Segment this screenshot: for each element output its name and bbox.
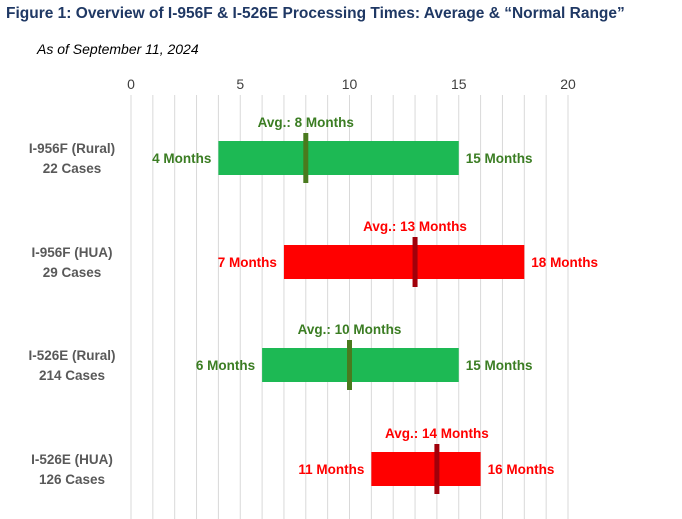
min-value-label: 7 Months xyxy=(218,255,277,270)
average-label: Avg.: 10 Months xyxy=(298,322,402,337)
min-value-label: 11 Months xyxy=(298,462,364,477)
average-marker xyxy=(412,237,418,287)
x-tick-label: 20 xyxy=(560,76,576,92)
x-tick-label: 0 xyxy=(127,76,135,92)
category-name-label: I-956F (Rural) xyxy=(29,141,115,156)
max-value-label: 16 Months xyxy=(488,462,555,477)
category-name-label: I-526E (HUA) xyxy=(31,452,113,467)
average-label: Avg.: 14 Months xyxy=(385,426,489,441)
figure-subtitle: As of September 11, 2024 xyxy=(37,41,199,57)
category-cases-label: 126 Cases xyxy=(39,472,105,487)
average-label: Avg.: 13 Months xyxy=(363,219,467,234)
average-marker xyxy=(347,340,352,390)
range-bars xyxy=(218,133,525,494)
x-tick-label: 5 xyxy=(236,76,244,92)
category-name-label: I-526E (Rural) xyxy=(28,348,115,363)
category-name-label: I-956F (HUA) xyxy=(31,245,112,260)
category-cases-label: 29 Cases xyxy=(43,265,102,280)
average-label: Avg.: 8 Months xyxy=(258,115,354,130)
max-value-label: 15 Months xyxy=(466,358,533,373)
x-tick-label: 10 xyxy=(342,76,358,92)
min-value-label: 6 Months xyxy=(196,358,255,373)
x-axis-ticks: 0 5 10 15 20 xyxy=(127,76,576,92)
category-cases-label: 214 Cases xyxy=(39,368,105,383)
data-labels: 4 Months 15 Months Avg.: 8 Months I-956F (R… xyxy=(28,115,598,487)
max-value-label: 18 Months xyxy=(531,255,598,270)
max-value-label: 15 Months xyxy=(466,151,533,166)
range-bar xyxy=(218,141,459,175)
average-marker xyxy=(303,133,309,183)
x-tick-label: 15 xyxy=(451,76,467,92)
category-cases-label: 22 Cases xyxy=(43,161,102,176)
range-bar xyxy=(283,245,525,279)
figure-title: Figure 1: Overview of I-956F & I-526E Pr… xyxy=(6,5,625,22)
range-bar xyxy=(262,348,459,382)
average-marker xyxy=(434,444,440,494)
min-value-label: 4 Months xyxy=(152,151,211,166)
range-bar xyxy=(371,452,481,486)
